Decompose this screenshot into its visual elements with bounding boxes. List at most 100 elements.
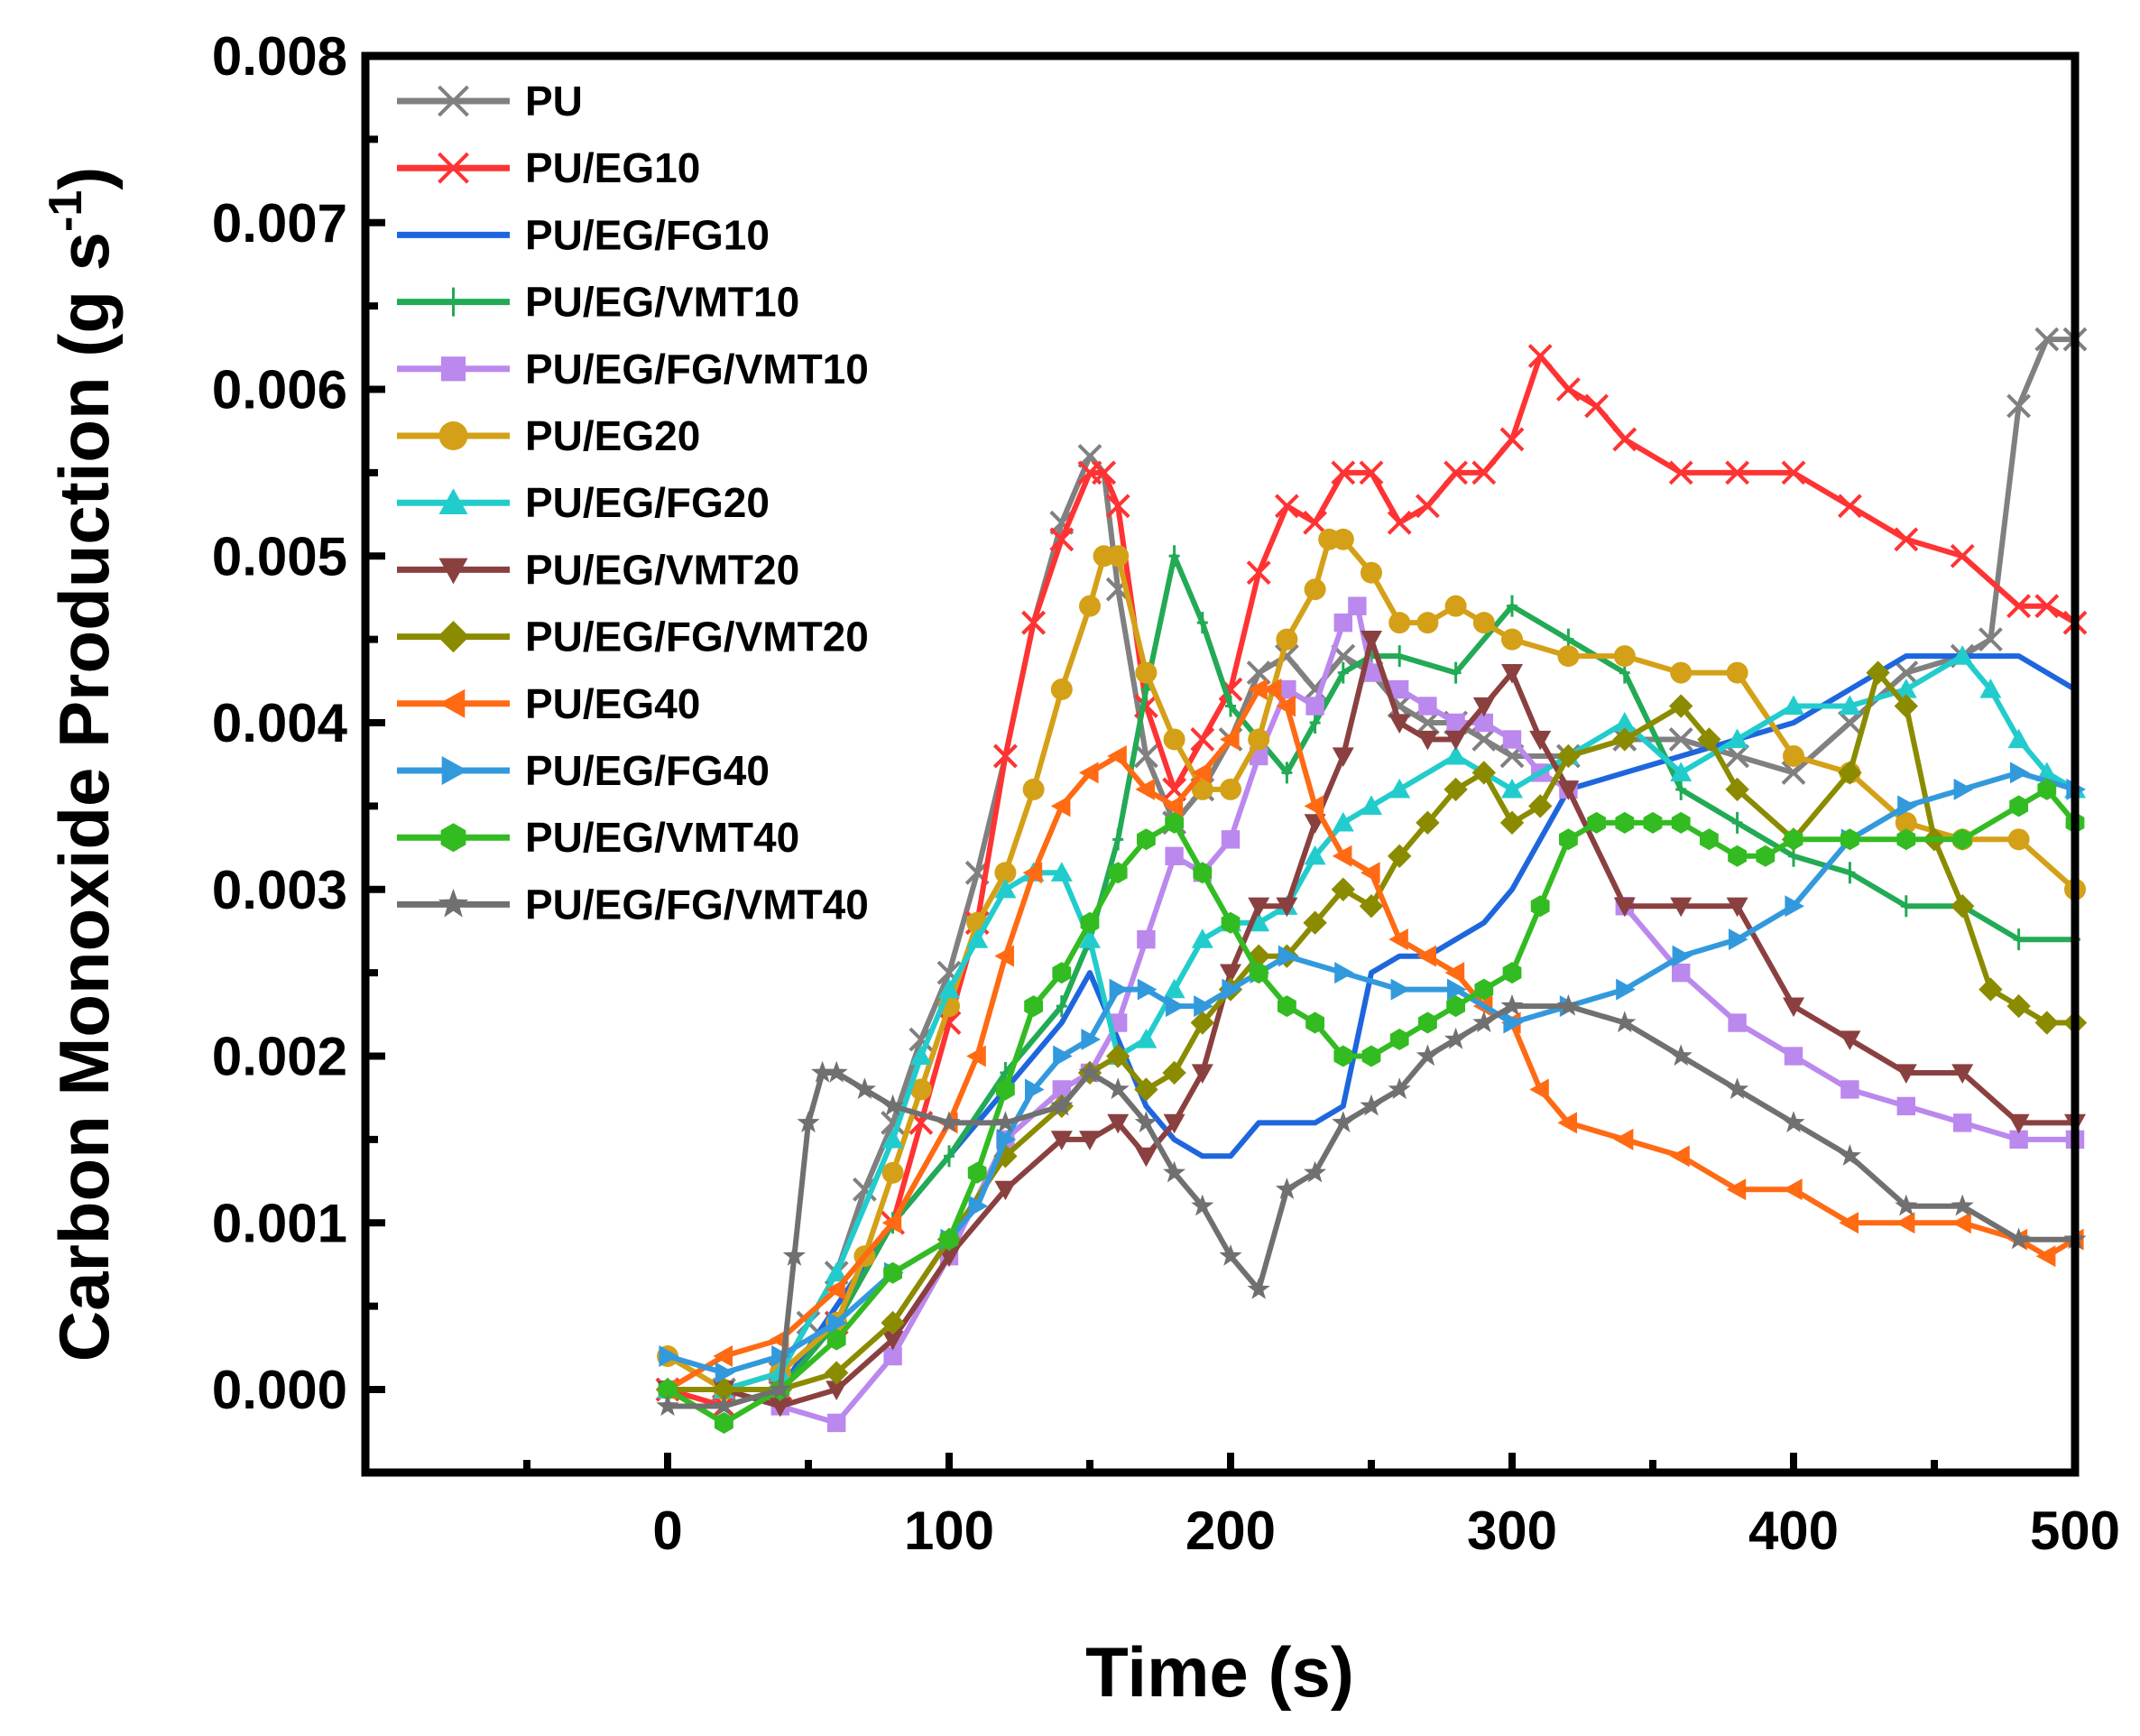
plot-frame	[361, 51, 2080, 1477]
data-point-marker	[1106, 1044, 1130, 1068]
data-point-marker	[1168, 545, 1180, 568]
y-tick-label: 0.004	[212, 693, 348, 753]
data-point-marker	[1221, 830, 1241, 849]
data-point-marker	[1274, 494, 1299, 519]
data-point-marker	[1726, 1077, 1749, 1100]
data-point-marker	[1359, 460, 1384, 485]
data-point-marker	[1502, 730, 1522, 749]
data-point-marker	[1190, 727, 1215, 752]
data-point-marker	[1331, 877, 1355, 901]
data-point-marker	[1557, 780, 1580, 800]
series-pu-eg-fg40	[659, 762, 2086, 1384]
data-point-marker	[1134, 1111, 1158, 1133]
legend-label: PU/EG/FG20	[525, 479, 770, 526]
data-point-marker	[713, 1345, 733, 1368]
legend-swatch-marker	[440, 823, 466, 853]
legend-label: PU/EG/FG/VMT40	[525, 881, 869, 928]
data-point-marker	[656, 1394, 679, 1417]
data-point-marker	[1078, 1060, 1102, 1083]
data-point-marker	[1444, 595, 1467, 617]
legend-entry: PU/EG/FG/VMT10	[397, 346, 869, 392]
data-point-marker	[1900, 895, 1912, 918]
data-point-marker	[2007, 1113, 2030, 1134]
data-point-marker	[1388, 612, 1411, 634]
data-point-marker	[1107, 1113, 1130, 1134]
series-line	[668, 653, 2077, 1392]
data-point-marker	[1839, 695, 1861, 716]
data-point-marker	[811, 1060, 835, 1083]
data-point-marker	[1080, 911, 1100, 934]
data-point-marker	[881, 1330, 904, 1351]
data-point-marker	[1387, 510, 1412, 535]
data-point-marker	[1053, 1045, 1073, 1067]
data-point-marker	[937, 1111, 961, 1133]
data-point-marker	[797, 1111, 820, 1133]
legend-swatch-marker	[441, 756, 468, 785]
data-point-marker	[1162, 1060, 1186, 1085]
data-point-marker	[1337, 661, 1349, 684]
ticks-layer: 0 100 200 300 400 500 0.000 0.001 0.002 0.003 0.00…	[212, 26, 2120, 1561]
data-point-marker	[1332, 845, 1352, 867]
data-point-marker	[1332, 528, 1354, 550]
data-point-marker	[1050, 1094, 1074, 1116]
data-point-marker	[1669, 1044, 1693, 1067]
data-point-marker	[1359, 894, 1384, 919]
data-point-marker	[1728, 845, 1747, 867]
y-tick-label: 0.006	[212, 360, 347, 420]
data-point-marker	[1725, 743, 1750, 769]
data-point-marker	[1895, 679, 1917, 698]
data-point-marker	[1444, 777, 1468, 802]
data-point-marker	[1361, 561, 1382, 584]
data-point-marker	[1474, 713, 1493, 733]
data-point-marker	[827, 1312, 848, 1334]
data-point-marker	[1388, 1077, 1411, 1100]
data-point-marker	[1275, 1177, 1298, 1199]
data-point-marker	[1361, 862, 1380, 884]
data-point-marker	[1671, 811, 1691, 834]
data-point-marker	[1415, 710, 1440, 735]
data-point-marker	[1675, 778, 1687, 800]
data-point-marker	[1278, 679, 1296, 699]
data-point-marker	[1333, 613, 1352, 633]
data-point-marker	[1895, 1194, 1918, 1216]
data-point-marker	[1112, 828, 1124, 851]
data-point-marker	[1056, 995, 1067, 1018]
data-point-marker	[1670, 762, 1693, 782]
data-point-marker	[1444, 1027, 1468, 1049]
data-point-marker	[1840, 1080, 1859, 1099]
data-point-marker	[1503, 1011, 1523, 1034]
data-point-marker	[1248, 911, 1270, 932]
data-point-marker	[968, 1195, 989, 1217]
data-point-marker	[1025, 1078, 1045, 1101]
data-point-marker	[1895, 811, 1917, 834]
data-point-marker	[1785, 895, 1804, 918]
data-point-marker	[1135, 778, 1155, 800]
data-point-marker	[1616, 978, 1636, 1001]
data-point-marker	[1837, 494, 1862, 519]
data-point-marker	[1388, 778, 1411, 799]
data-point-marker	[939, 1228, 959, 1251]
data-point-marker	[1501, 663, 1523, 684]
data-point-marker	[1672, 963, 1691, 983]
data-point-marker	[1220, 964, 1241, 984]
data-point-marker	[1507, 595, 1517, 617]
data-point-marker	[1979, 977, 2003, 1002]
data-point-marker	[1474, 978, 1494, 1001]
data-point-marker	[938, 1247, 960, 1268]
data-point-marker	[1894, 660, 1919, 685]
data-point-marker	[1303, 510, 1328, 535]
data-point-marker	[1416, 810, 1440, 836]
data-point-marker	[1668, 727, 1693, 752]
data-point-marker	[881, 1310, 905, 1335]
series-layer	[655, 327, 2088, 1434]
data-point-marker	[1276, 628, 1298, 651]
data-point-marker	[1584, 393, 1610, 419]
data-point-marker	[853, 1077, 876, 1100]
data-point-marker	[1190, 1011, 1214, 1035]
data-point-marker	[1394, 645, 1406, 668]
data-point-marker	[1079, 762, 1099, 784]
x-axis-title: Time (s)	[1085, 1632, 1354, 1712]
data-point-marker	[715, 1362, 735, 1384]
data-point-marker	[1529, 730, 1552, 751]
